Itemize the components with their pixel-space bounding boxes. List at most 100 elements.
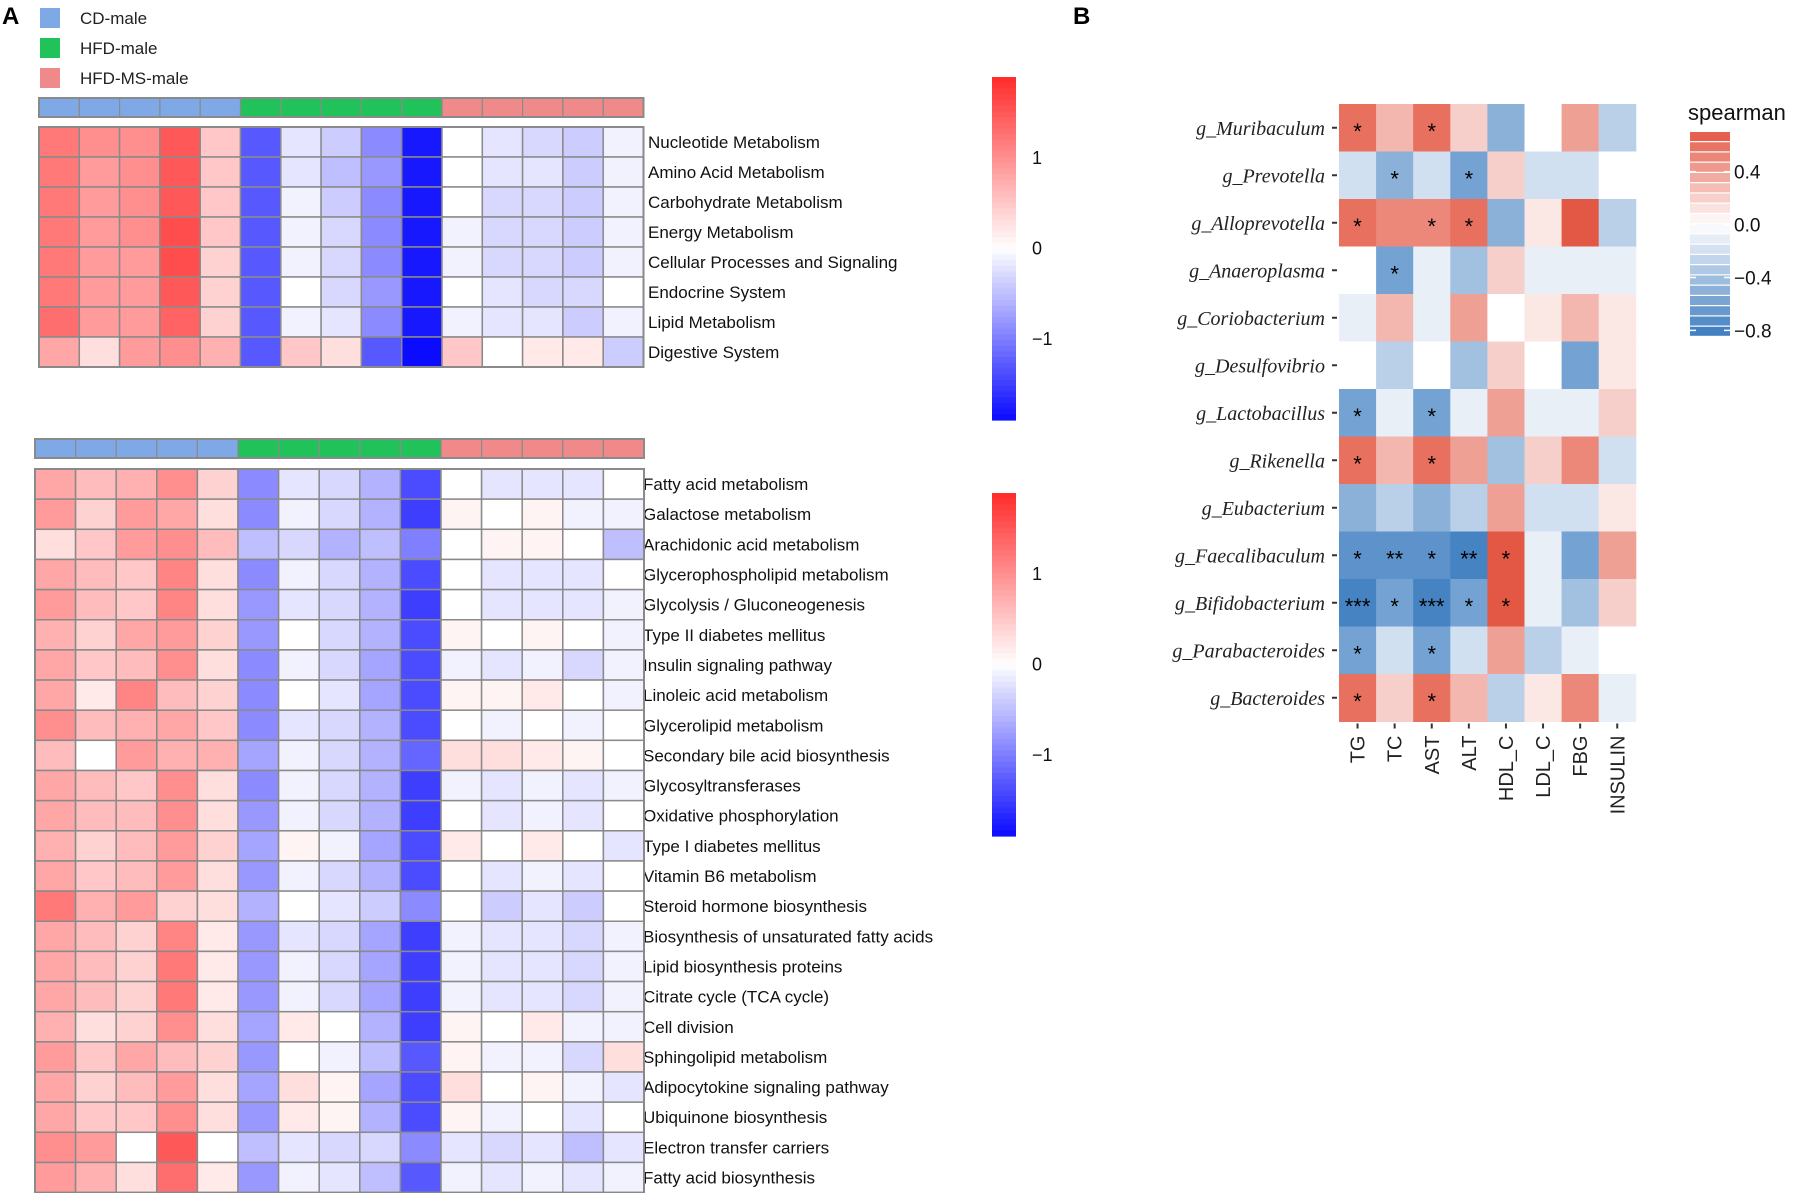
heatmap-cell [34, 769, 77, 802]
heatmap-cell [480, 1041, 523, 1073]
group-bar-cell [280, 97, 322, 118]
legend-label-0: CD-male [80, 9, 147, 28]
corr-cell [1450, 199, 1488, 247]
heatmap-cell [78, 276, 121, 308]
heatmap-cell [318, 528, 361, 561]
colorbar-step [992, 681, 1016, 688]
corr-cell [1339, 104, 1377, 152]
heatmap-cell [320, 126, 363, 158]
heatmap-cell [199, 336, 242, 368]
y-tick-label: g_Lactobacillus [1196, 403, 1325, 425]
heatmap-cell [34, 709, 77, 742]
heatmap-cell [156, 619, 199, 651]
heatmap-cell [602, 1041, 645, 1073]
colorbar-step [992, 111, 1016, 118]
heatmap-cell [480, 980, 523, 1013]
colorbar-step [992, 801, 1016, 809]
colorbar-step [992, 368, 1016, 375]
heatmap-cell [74, 1101, 117, 1134]
heatmap-cell [34, 860, 77, 892]
group-bar-cell [562, 438, 604, 459]
legend-step [1690, 316, 1730, 326]
legend-step [1690, 265, 1730, 275]
corr-cell [1598, 484, 1637, 532]
significance-mark: * [1427, 689, 1436, 714]
heatmap-cell [199, 216, 242, 248]
group-bar-cell [602, 97, 645, 118]
legend-step [1690, 296, 1730, 306]
corr-cell [1450, 294, 1488, 342]
heatmap-cell [156, 1010, 199, 1043]
heatmap-cell [602, 588, 645, 621]
heatmap-cell [34, 1071, 77, 1103]
heatmap-cell [521, 588, 564, 621]
colorbar-step [992, 738, 1016, 746]
corr-cell [1376, 294, 1414, 342]
significance-mark: * [1353, 214, 1362, 239]
corr-cell [1487, 531, 1525, 580]
heatmap-cell [277, 498, 320, 531]
corr-cell [1450, 674, 1488, 722]
heatmap-cell [196, 1071, 239, 1103]
group-bar-cell [399, 438, 442, 459]
colorbar-step [992, 624, 1016, 631]
corr-cell [1339, 151, 1377, 200]
heatmap-cell [440, 679, 483, 711]
row-label: Lipid Metabolism [648, 313, 776, 332]
heatmap-cell [34, 950, 77, 983]
legend-label-2: HFD-MS-male [80, 69, 189, 88]
heatmap-cell [196, 468, 239, 500]
colorbar-step [992, 254, 1016, 261]
heatmap-cell [156, 588, 199, 621]
heatmap-cell [521, 216, 564, 248]
heatmap-cell [441, 186, 484, 218]
group-bar-cell [199, 97, 242, 118]
x-tick-label: TC [1385, 736, 1407, 763]
heatmap-cell [156, 769, 199, 802]
heatmap-cell [280, 216, 322, 248]
heatmap-cell [562, 498, 605, 531]
heatmap-cell [115, 528, 158, 561]
heatmap-cell [159, 216, 201, 248]
corr-cell [1413, 151, 1451, 200]
heatmap-cell [562, 619, 605, 651]
heatmap-cell [521, 186, 564, 218]
row-label: Secondary bile acid biosynthesis [643, 746, 890, 765]
heatmap-cell [562, 920, 605, 953]
heatmap-cell [440, 528, 483, 561]
heatmap-cell [320, 216, 363, 248]
heatmap-cell [359, 1071, 402, 1103]
heatmap-cell [239, 216, 282, 248]
x-tick-label: INSULIN [1607, 736, 1629, 815]
corr-cell [1339, 674, 1377, 722]
corr-cell [1413, 674, 1451, 722]
colorbar-step [992, 515, 1016, 523]
colorbar-step [992, 282, 1016, 290]
heatmap-cell [480, 1010, 523, 1043]
heatmap-cell [196, 769, 239, 802]
significance-mark: * [1427, 451, 1436, 476]
heatmap-cell [237, 739, 280, 772]
heatmap-cell [480, 920, 523, 953]
heatmap-frame [38, 126, 645, 368]
colorbar-step [992, 550, 1016, 557]
corr-cell [1561, 246, 1600, 295]
heatmap-cell [480, 950, 523, 983]
heatmap-cell [74, 709, 117, 742]
colorbar-top-tick-0: 1 [1032, 148, 1042, 168]
colorbar-step [992, 607, 1016, 614]
corr-cell [1413, 104, 1451, 152]
heatmap-cell [521, 468, 564, 500]
colorbar-step [992, 573, 1016, 580]
heatmap-cell [562, 830, 605, 862]
colorbar-step [992, 128, 1016, 135]
heatmap-cell [156, 890, 199, 922]
row-label: Glycerophospholipid metabolism [643, 566, 889, 585]
row-label: Arachidonic acid metabolism [643, 535, 859, 554]
corr-cell [1339, 436, 1377, 485]
y-tick-label: g_Bacteroides [1210, 688, 1325, 710]
legend-step [1690, 275, 1730, 285]
heatmap-cell [440, 1131, 483, 1164]
corr-cell [1450, 246, 1488, 295]
heatmap-cell [115, 799, 158, 832]
